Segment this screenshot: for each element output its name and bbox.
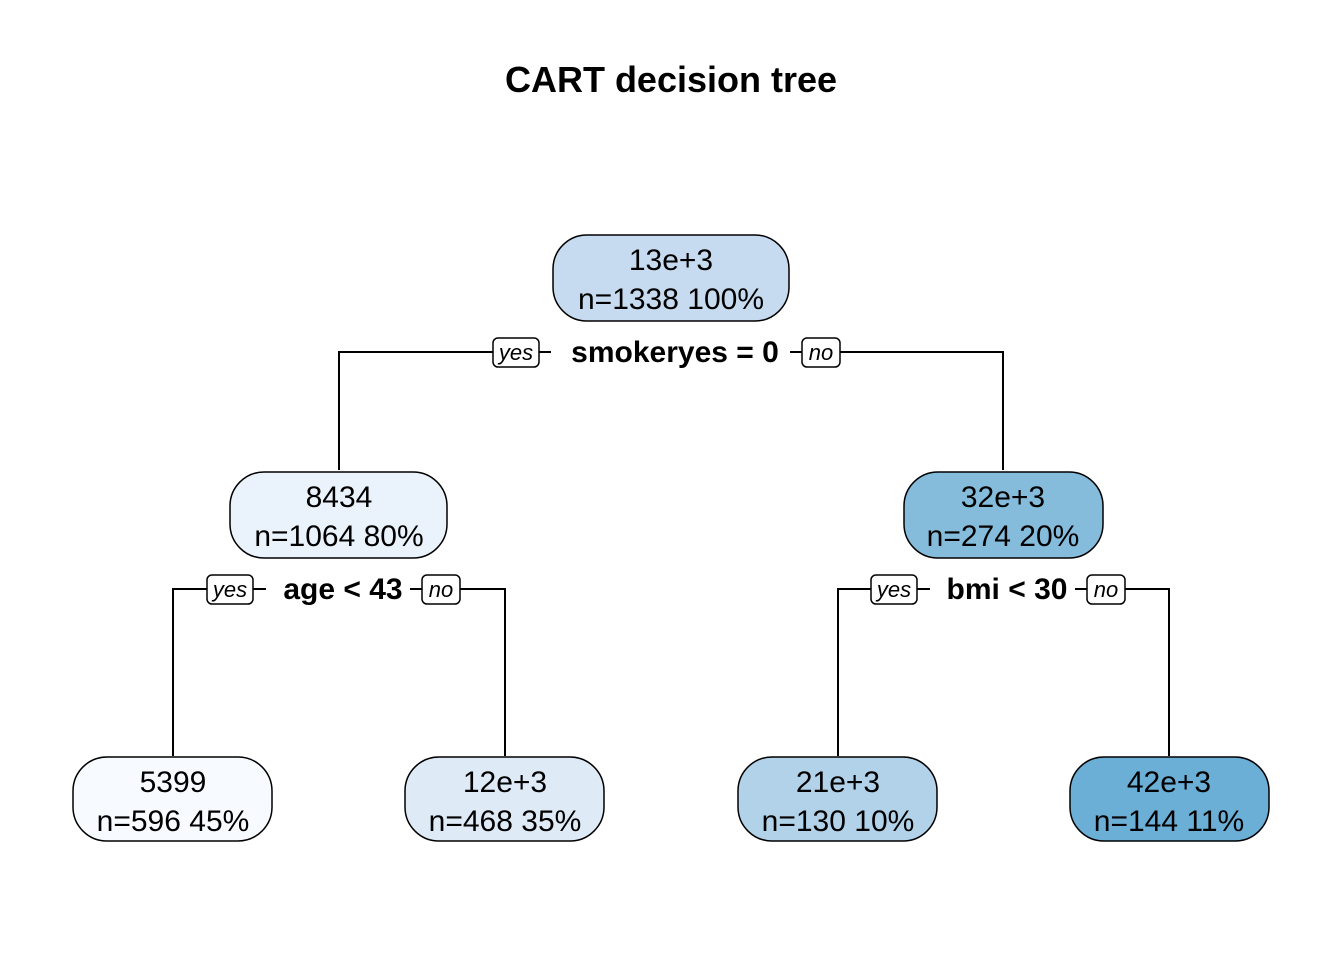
node-box [1069,756,1270,842]
split-smokeryes: yes smokeryes = 0 no [492,336,841,369]
node-box [229,471,448,559]
node-value: 21e+3 [796,766,880,799]
node-stats: n=468 35% [429,805,582,838]
tree-node-root: 13e+3 n=1338 100% [552,234,790,322]
node-value: 12e+3 [463,766,547,799]
split-label: smokeryes = 0 [571,336,779,369]
split-bmi: yes bmi < 30 no [870,573,1126,606]
yes-label: yes [875,577,911,602]
node-stats: n=274 20% [927,520,1080,553]
node-box [404,756,605,842]
tree-leaf-1: 5399 n=596 45% [72,756,273,842]
no-label: no [809,340,833,365]
yes-label-box [206,574,254,605]
tree-leaf-4: 42e+3 n=144 11% [1069,756,1270,842]
node-value: 42e+3 [1127,766,1211,799]
node-value: 8434 [306,481,373,514]
node-box [903,471,1104,559]
node-stats: n=144 11% [1094,805,1244,838]
node-box [72,756,273,842]
node-stats: n=1064 80% [254,520,423,553]
split-age: yes age < 43 no [206,573,461,606]
no-label-box [1086,574,1126,605]
yes-label-box [870,574,918,605]
tree-node-right: 32e+3 n=274 20% [903,471,1104,559]
edge-bmi-no [1125,588,1170,756]
node-value: 32e+3 [961,481,1045,514]
edge-root-no [840,351,1004,470]
yes-label: yes [497,340,533,365]
edge-bmi-yes [837,588,871,756]
node-value: 5399 [140,766,207,799]
node-box [737,756,938,842]
tree-node-left: 8434 n=1064 80% [229,471,448,559]
node-value: 13e+3 [629,244,713,277]
yes-label: yes [211,577,247,602]
node-stats: n=596 45% [97,805,250,838]
node-stats: n=1338 100% [578,283,764,316]
split-label: bmi < 30 [947,573,1068,606]
chart-title: CART decision tree [505,59,837,100]
edge-root-yes [338,351,493,470]
edge-age-yes [172,588,207,756]
edge-age-no [460,588,506,756]
yes-label-box [492,337,540,368]
edges [172,351,1170,756]
no-label-box [421,574,461,605]
tree-leaf-3: 21e+3 n=130 10% [737,756,938,842]
split-label: age < 43 [283,573,402,606]
node-stats: n=130 10% [762,805,915,838]
node-box [552,234,790,322]
tree-leaf-2: 12e+3 n=468 35% [404,756,605,842]
no-label: no [429,577,453,602]
no-label-box [801,337,841,368]
no-label: no [1094,577,1118,602]
